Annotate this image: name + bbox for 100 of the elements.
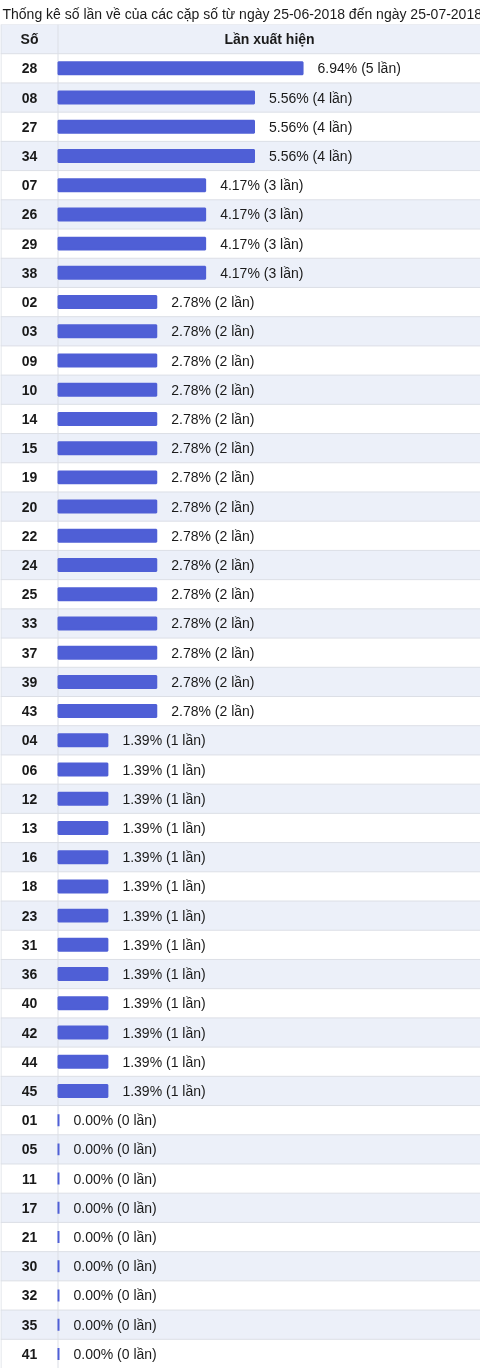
y-tick-label: 26: [21, 206, 38, 223]
data-label: 2.78% (2 lần): [171, 381, 255, 398]
data-label: 5.56% (4 lần): [269, 89, 353, 106]
bar: [57, 850, 109, 865]
bar: [57, 207, 207, 222]
data-label: 0.00% (0 lần): [73, 1345, 157, 1362]
data-label: 0.00% (0 lần): [73, 1258, 157, 1275]
data-label: 2.78% (2 lần): [171, 323, 255, 340]
data-label: 1.39% (1 lần): [122, 878, 206, 895]
y-tick-label: 02: [21, 294, 38, 311]
y-tick-label: 06: [21, 761, 38, 778]
bar: [57, 148, 256, 163]
y-tick-label: 29: [21, 235, 38, 252]
y-tick-label: 36: [21, 966, 38, 983]
bar: [57, 236, 207, 251]
data-label: 1.39% (1 lần): [122, 819, 206, 836]
bar: [57, 499, 158, 514]
bar: [57, 558, 158, 573]
data-label: 2.78% (2 lần): [171, 615, 255, 632]
data-label: 2.78% (2 lần): [171, 703, 255, 720]
data-label: 0.00% (0 lần): [73, 1141, 157, 1158]
y-tick-label: 40: [21, 995, 38, 1012]
y-tick-label: 16: [21, 849, 38, 866]
y-tick-label: 09: [21, 352, 38, 369]
data-label: 2.78% (2 lần): [171, 352, 255, 369]
x-axis-title: Lần xuất hiện: [224, 31, 315, 48]
data-label: 2.78% (2 lần): [171, 557, 255, 574]
data-label: 2.78% (2 lần): [171, 440, 255, 457]
bar: [57, 90, 256, 105]
bar: [57, 265, 207, 280]
y-tick-label: 08: [21, 89, 38, 106]
y-tick-label: 27: [21, 118, 38, 135]
data-label: 1.39% (1 lần): [122, 1082, 206, 1099]
y-tick-label: 19: [21, 469, 38, 486]
data-label: 1.39% (1 lần): [122, 1053, 206, 1070]
bar: [57, 61, 304, 76]
bar: [57, 996, 109, 1011]
y-tick-label: 17: [21, 1199, 38, 1216]
y-tick-label: 39: [21, 673, 38, 690]
data-label: 2.78% (2 lần): [171, 410, 255, 427]
y-tick-label: 23: [21, 907, 38, 924]
y-tick-label: 44: [21, 1053, 38, 1070]
bar: [57, 1083, 109, 1098]
bar: [57, 937, 109, 952]
y-tick-label: 24: [21, 557, 38, 574]
y-tick-label: 32: [21, 1287, 38, 1304]
data-label: 0.00% (0 lần): [73, 1170, 157, 1187]
bar: [57, 616, 158, 631]
y-tick-label: 12: [21, 790, 38, 807]
data-label: 6.94% (5 lần): [317, 60, 401, 77]
y-tick-label: 20: [21, 498, 38, 515]
y-tick-label: 25: [21, 586, 38, 603]
bar: [57, 119, 256, 134]
bar: [57, 967, 109, 982]
bar: [57, 645, 158, 660]
data-label: 1.39% (1 lần): [122, 790, 206, 807]
y-tick-label: 13: [21, 819, 38, 836]
data-label: 5.56% (4 lần): [269, 147, 353, 164]
bar: [57, 762, 109, 777]
data-label: 1.39% (1 lần): [122, 907, 206, 924]
data-label: 0.00% (0 lần): [73, 1199, 157, 1216]
bar: [57, 295, 158, 310]
data-label: 2.78% (2 lần): [171, 498, 255, 515]
y-tick-label: 05: [21, 1141, 38, 1158]
y-tick-label: 03: [21, 323, 38, 340]
bar: [57, 1054, 109, 1069]
y-tick-label: 45: [21, 1082, 38, 1099]
bar: [57, 791, 109, 806]
data-label: 4.17% (3 lần): [220, 177, 304, 194]
bar: [57, 178, 207, 193]
bar: [57, 674, 158, 689]
y-tick-label: 41: [21, 1345, 38, 1362]
data-label: 2.78% (2 lần): [171, 673, 255, 690]
data-label: 1.39% (1 lần): [122, 995, 206, 1012]
data-label: 2.78% (2 lần): [171, 469, 255, 486]
y-axis-title: Số: [20, 31, 39, 48]
data-label: 2.78% (2 lần): [171, 644, 255, 661]
y-tick-label: 31: [21, 936, 38, 953]
data-label: 1.39% (1 lần): [122, 761, 206, 778]
y-tick-label: 34: [21, 147, 38, 164]
bar: [57, 528, 158, 543]
y-tick-label: 11: [22, 1170, 38, 1187]
data-label: 5.56% (4 lần): [269, 118, 353, 135]
data-label: 2.78% (2 lần): [171, 527, 255, 544]
y-tick-label: 30: [21, 1258, 38, 1275]
bar: [57, 704, 158, 719]
y-tick-label: 21: [21, 1229, 38, 1246]
bar: [57, 441, 158, 456]
data-label: 1.39% (1 lần): [122, 1024, 206, 1041]
y-tick-label: 07: [21, 177, 38, 194]
data-label: 0.00% (0 lần): [73, 1229, 157, 1246]
bar: [57, 1025, 109, 1040]
y-tick-label: 38: [21, 264, 38, 281]
y-tick-label: 35: [21, 1316, 38, 1333]
data-label: 4.17% (3 lần): [220, 206, 304, 223]
bar: [57, 820, 109, 835]
data-label: 1.39% (1 lần): [122, 849, 206, 866]
data-label: 2.78% (2 lần): [171, 586, 255, 603]
bar: [57, 587, 158, 602]
bar: [57, 324, 158, 339]
